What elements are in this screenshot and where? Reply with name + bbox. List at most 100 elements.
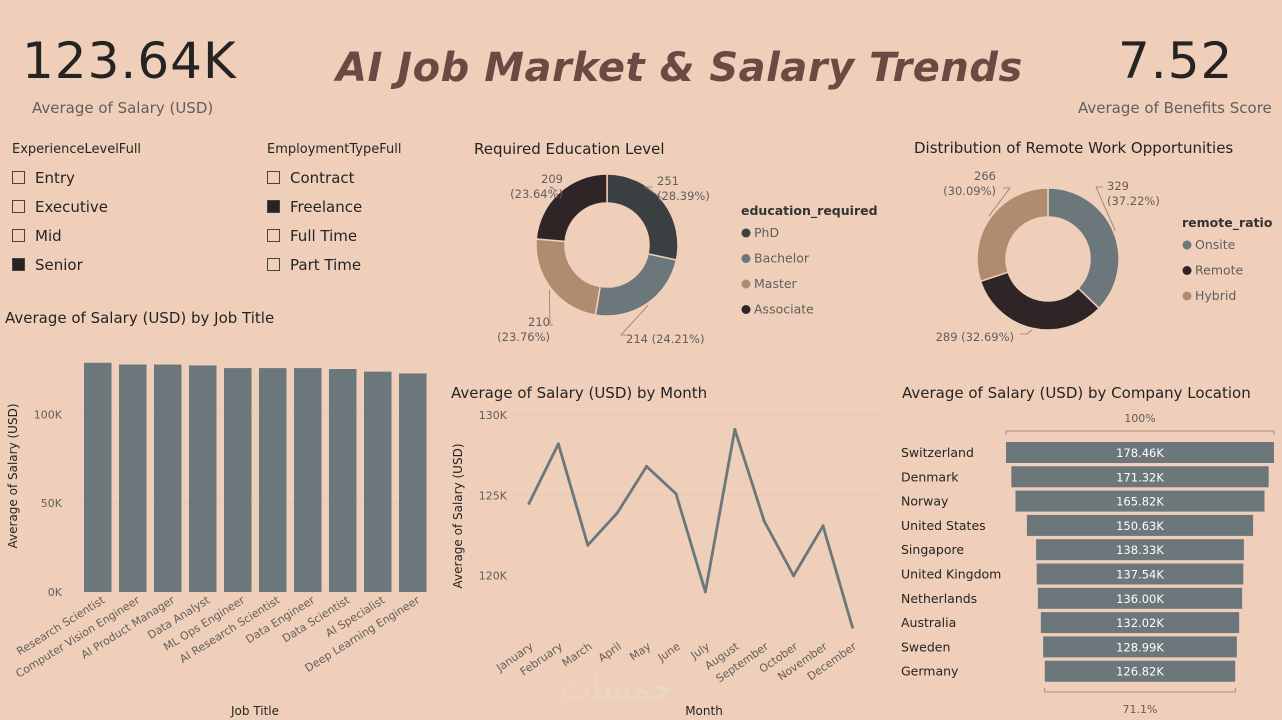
- leader-line: [1020, 329, 1033, 335]
- line-point[interactable]: [674, 492, 678, 496]
- checkbox[interactable]: [12, 200, 25, 213]
- checkbox[interactable]: [12, 229, 25, 242]
- education-chart-title: Required Education Level: [474, 140, 665, 158]
- donut-slice-onsite[interactable]: [1047, 187, 1120, 310]
- slicer-option-label: Part Time: [290, 255, 362, 274]
- line-point[interactable]: [850, 625, 854, 629]
- slicer-option-executive[interactable]: Executive: [12, 192, 212, 221]
- legend-marker: [1182, 266, 1192, 275]
- funnel-bar[interactable]: [1036, 563, 1244, 585]
- funnel-bar[interactable]: [1037, 587, 1243, 609]
- legend-title: remote_ratio: [1182, 215, 1273, 231]
- y-tick-label: 130K: [479, 409, 508, 422]
- remote-chart-title: Distribution of Remote Work Opportunitie…: [914, 139, 1234, 157]
- bar[interactable]: [294, 368, 322, 592]
- bar[interactable]: [224, 368, 252, 592]
- bar[interactable]: [189, 365, 217, 592]
- funnel-bar[interactable]: [1006, 442, 1274, 463]
- bar[interactable]: [364, 371, 392, 592]
- x-tick-label: March: [560, 640, 595, 670]
- line-point[interactable]: [556, 442, 560, 446]
- legend-item[interactable]: Remote: [1195, 263, 1244, 278]
- funnel-bar[interactable]: [1043, 636, 1237, 658]
- line-point[interactable]: [586, 543, 590, 547]
- legend-item[interactable]: PhD: [754, 225, 779, 240]
- slicer-option-mid[interactable]: Mid: [12, 221, 212, 250]
- funnel-category-label: Netherlands: [901, 591, 977, 606]
- donut-data-label: (23.64%): [510, 187, 563, 201]
- bar[interactable]: [259, 368, 287, 592]
- donut-data-label: (28.39%): [657, 189, 710, 203]
- checkbox[interactable]: [12, 171, 25, 184]
- watermark-text: خمسات: [560, 668, 674, 708]
- legend-marker: [741, 279, 751, 289]
- line-point[interactable]: [762, 519, 766, 523]
- location-funnel-chart: 100% 178.46K Switzerland 171.32K Denmark 165.…: [901, 412, 1275, 716]
- funnel-bar[interactable]: [1040, 612, 1240, 634]
- funnel-bar[interactable]: [1015, 490, 1265, 512]
- leader-line: [620, 305, 649, 336]
- funnel-bar[interactable]: [1036, 539, 1244, 561]
- slicer-option-senior[interactable]: Senior: [12, 250, 212, 279]
- slicer-option-part-time[interactable]: Part Time: [267, 250, 467, 279]
- donut-data-label: 266: [974, 169, 996, 183]
- line-point[interactable]: [527, 501, 531, 505]
- checkbox[interactable]: [267, 258, 280, 271]
- legend-item[interactable]: Master: [754, 276, 798, 291]
- funnel-category-label: Sweden: [901, 639, 950, 654]
- bar[interactable]: [399, 373, 427, 592]
- legend-item[interactable]: Associate: [754, 302, 814, 317]
- donut-slice-phd[interactable]: [606, 173, 679, 261]
- slicer-option-contract[interactable]: Contract: [267, 163, 467, 192]
- donut-slice-hybrid[interactable]: [976, 187, 1049, 283]
- slicer-option-entry[interactable]: Entry: [12, 163, 212, 192]
- donut-data-label: (37.22%): [1107, 194, 1160, 208]
- slicer-option-freelance[interactable]: Freelance: [267, 192, 467, 221]
- legend-marker: [741, 228, 751, 238]
- donut-data-label: 209: [541, 172, 563, 186]
- line-point[interactable]: [703, 590, 707, 594]
- checkbox-checked[interactable]: [12, 258, 25, 271]
- bar[interactable]: [154, 364, 182, 592]
- funnel-value-label: 132.02K: [1116, 616, 1164, 630]
- x-tick-label: May: [627, 640, 653, 664]
- line-point[interactable]: [792, 574, 796, 578]
- bar[interactable]: [329, 368, 357, 592]
- slicer-option-full-time[interactable]: Full Time: [267, 221, 467, 250]
- donut-slice-master[interactable]: [535, 238, 602, 316]
- funnel-bar[interactable]: [1044, 660, 1236, 682]
- job-title-chart-title: Average of Salary (USD) by Job Title: [5, 309, 275, 327]
- donut-slice-bachelor[interactable]: [594, 252, 678, 317]
- funnel-category-label: Switzerland: [901, 445, 974, 460]
- slicer-experience: ExperienceLevelFull Entry Executive Mid …: [12, 142, 212, 279]
- funnel-value-label: 126.82K: [1116, 665, 1164, 679]
- education-donut-chart: 251(28.39%) 214 (24.21%) 210(23.76%) 209(23…: [497, 172, 877, 346]
- donut-slice-associate[interactable]: [535, 173, 608, 243]
- line-series[interactable]: [527, 428, 854, 628]
- legend-item[interactable]: Bachelor: [754, 251, 810, 266]
- funnel-value-label: 178.46K: [1116, 446, 1164, 460]
- slicer-option-label: Freelance: [290, 197, 363, 216]
- bar[interactable]: [84, 362, 112, 592]
- funnel-value-label: 165.82K: [1116, 495, 1164, 509]
- checkbox-checked[interactable]: [267, 200, 280, 213]
- funnel-value-label: 171.32K: [1116, 470, 1164, 484]
- checkbox[interactable]: [267, 171, 280, 184]
- checkbox[interactable]: [267, 229, 280, 242]
- donut-slice-remote[interactable]: [979, 271, 1101, 331]
- line-point[interactable]: [733, 427, 737, 431]
- funnel-bar[interactable]: [1026, 514, 1254, 536]
- line-point[interactable]: [615, 511, 619, 515]
- slicer-experience-title: ExperienceLevelFull: [12, 142, 142, 157]
- x-tick-label: April: [596, 640, 624, 665]
- legend-item[interactable]: Hybrid: [1195, 288, 1236, 303]
- funnel-category-label: United States: [901, 518, 986, 533]
- funnel-bar[interactable]: [1011, 466, 1269, 488]
- slicer-option-label: Full Time: [290, 226, 358, 245]
- legend-item[interactable]: Onsite: [1195, 237, 1236, 252]
- bar[interactable]: [119, 364, 147, 592]
- line-point[interactable]: [821, 524, 825, 528]
- line-point[interactable]: [645, 464, 649, 468]
- funnel-category-label: United Kingdom: [901, 567, 1001, 582]
